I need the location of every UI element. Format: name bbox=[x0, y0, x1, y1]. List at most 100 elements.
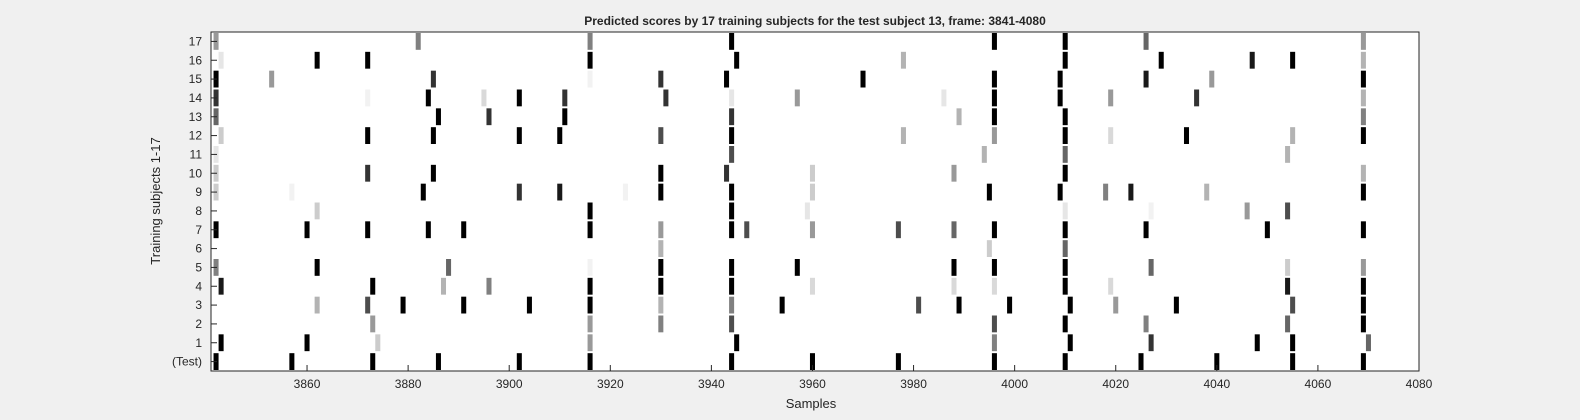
heatmap-cell bbox=[587, 33, 593, 50]
heatmap-cell bbox=[809, 183, 815, 201]
heatmap-cell bbox=[658, 70, 664, 88]
heatmap-cell bbox=[1128, 183, 1134, 201]
heatmap-cell bbox=[809, 221, 815, 239]
heatmap-cell bbox=[1360, 89, 1366, 107]
x-tick-label: 4060 bbox=[1305, 377, 1332, 391]
heatmap-cell bbox=[587, 296, 593, 314]
heatmap-cell bbox=[1249, 51, 1255, 69]
heatmap-cell bbox=[1285, 259, 1291, 276]
heatmap-cell bbox=[991, 259, 997, 276]
heatmap-cell bbox=[1062, 202, 1068, 220]
y-tick-label: 9 bbox=[195, 185, 202, 199]
heatmap-cell bbox=[1062, 221, 1068, 239]
heatmap-cell bbox=[658, 296, 664, 314]
heatmap-cell bbox=[435, 108, 441, 126]
heatmap-cell bbox=[941, 89, 947, 107]
heatmap-cell bbox=[269, 70, 275, 88]
x-tick-label: 4080 bbox=[1406, 377, 1433, 391]
x-tick-label: 4040 bbox=[1203, 377, 1230, 391]
heatmap-cell bbox=[1062, 51, 1068, 69]
heatmap-cell bbox=[1108, 89, 1114, 107]
heatmap-cell bbox=[956, 108, 962, 126]
heatmap-cell bbox=[1148, 202, 1154, 220]
heatmap-cell bbox=[1209, 70, 1215, 88]
heatmap-cell bbox=[516, 183, 522, 201]
heatmap-cell bbox=[1194, 89, 1200, 107]
heatmap-cell bbox=[1360, 277, 1366, 295]
heatmap-cell bbox=[481, 89, 487, 107]
heatmap-cell bbox=[729, 202, 735, 220]
heatmap-cell bbox=[516, 353, 522, 370]
y-tick-label: 4 bbox=[195, 279, 202, 293]
heatmap-cell bbox=[1148, 334, 1154, 352]
x-tick-label: 3920 bbox=[597, 377, 624, 391]
heatmap-cell bbox=[486, 277, 492, 295]
heatmap-cell bbox=[1062, 33, 1068, 50]
heatmap-cell bbox=[289, 353, 295, 370]
heatmap-cell bbox=[1360, 296, 1366, 314]
heatmap-cell bbox=[986, 240, 992, 257]
heatmap-cell bbox=[658, 127, 664, 144]
chart-title: Predicted scores by 17 training subjects… bbox=[584, 14, 1046, 28]
plot-frame bbox=[210, 31, 1420, 372]
heatmap-cell bbox=[587, 202, 593, 220]
heatmap-cell bbox=[1290, 353, 1296, 370]
x-axis-label: Samples bbox=[786, 396, 837, 411]
heatmap-cell bbox=[729, 315, 735, 333]
heatmap-cell bbox=[1057, 89, 1063, 107]
heatmap-cell bbox=[658, 240, 664, 257]
heatmap-cell bbox=[440, 277, 447, 295]
heatmap-cell bbox=[860, 70, 866, 88]
heatmap-cell bbox=[587, 51, 593, 69]
heatmap-cell bbox=[1062, 259, 1068, 276]
heatmap-cell bbox=[794, 89, 800, 107]
heatmap-cell bbox=[314, 202, 320, 220]
heatmap-cell bbox=[1290, 334, 1296, 352]
heatmap-cell bbox=[370, 277, 376, 295]
y-tick-label: 10 bbox=[189, 166, 203, 180]
y-tick-label: 1 bbox=[195, 336, 202, 350]
heatmap-cell bbox=[446, 259, 452, 276]
heatmap-cell bbox=[729, 146, 735, 163]
heatmap-cell bbox=[1360, 70, 1366, 88]
heatmap-cell bbox=[734, 51, 740, 69]
heatmap-cell bbox=[461, 221, 467, 239]
heatmap-cell bbox=[734, 334, 740, 352]
y-tick-label: 6 bbox=[195, 242, 202, 256]
heatmap-cell bbox=[1365, 334, 1371, 352]
heatmap-cell bbox=[1143, 221, 1149, 239]
heatmap-cell bbox=[895, 353, 901, 370]
heatmap-cell bbox=[981, 146, 987, 163]
heatmap-cell bbox=[587, 277, 593, 295]
heatmap-cell bbox=[622, 183, 628, 201]
heatmap-cell bbox=[587, 334, 593, 352]
y-tick-label: 16 bbox=[189, 53, 203, 67]
heatmap-cell bbox=[991, 221, 997, 239]
heatmap-cell bbox=[729, 296, 735, 314]
heatmap-cell bbox=[587, 221, 593, 239]
heatmap-cell bbox=[1290, 127, 1296, 144]
heatmap-cell bbox=[729, 353, 735, 370]
heatmap-cell bbox=[991, 108, 997, 126]
y-tick-label: 5 bbox=[195, 260, 202, 274]
heatmap-cell bbox=[895, 221, 901, 239]
y-tick-label: 3 bbox=[195, 298, 202, 312]
heatmap-cell bbox=[729, 183, 735, 201]
heatmap-cell bbox=[1360, 33, 1366, 50]
heatmap-cell bbox=[557, 127, 563, 144]
heatmap-cell bbox=[1057, 183, 1063, 201]
heatmap-cell bbox=[1108, 127, 1114, 144]
heatmap-cell bbox=[587, 353, 593, 370]
x-tick-label: 4000 bbox=[1001, 377, 1028, 391]
heatmap-cell bbox=[951, 221, 957, 239]
x-axis-ticks: 3860 3880 3900 3920 3940 3960 3980 4000 4020 4040… bbox=[294, 365, 1433, 391]
y-axis-label: Training subjects 1-17 bbox=[148, 137, 163, 264]
heatmap-cell bbox=[375, 334, 381, 352]
heatmap-cell bbox=[1062, 240, 1068, 257]
heatmap-cell bbox=[916, 296, 922, 314]
heatmap-cell bbox=[1285, 146, 1291, 163]
heatmap-cell bbox=[1360, 164, 1366, 182]
heatmap-cell bbox=[729, 221, 735, 239]
